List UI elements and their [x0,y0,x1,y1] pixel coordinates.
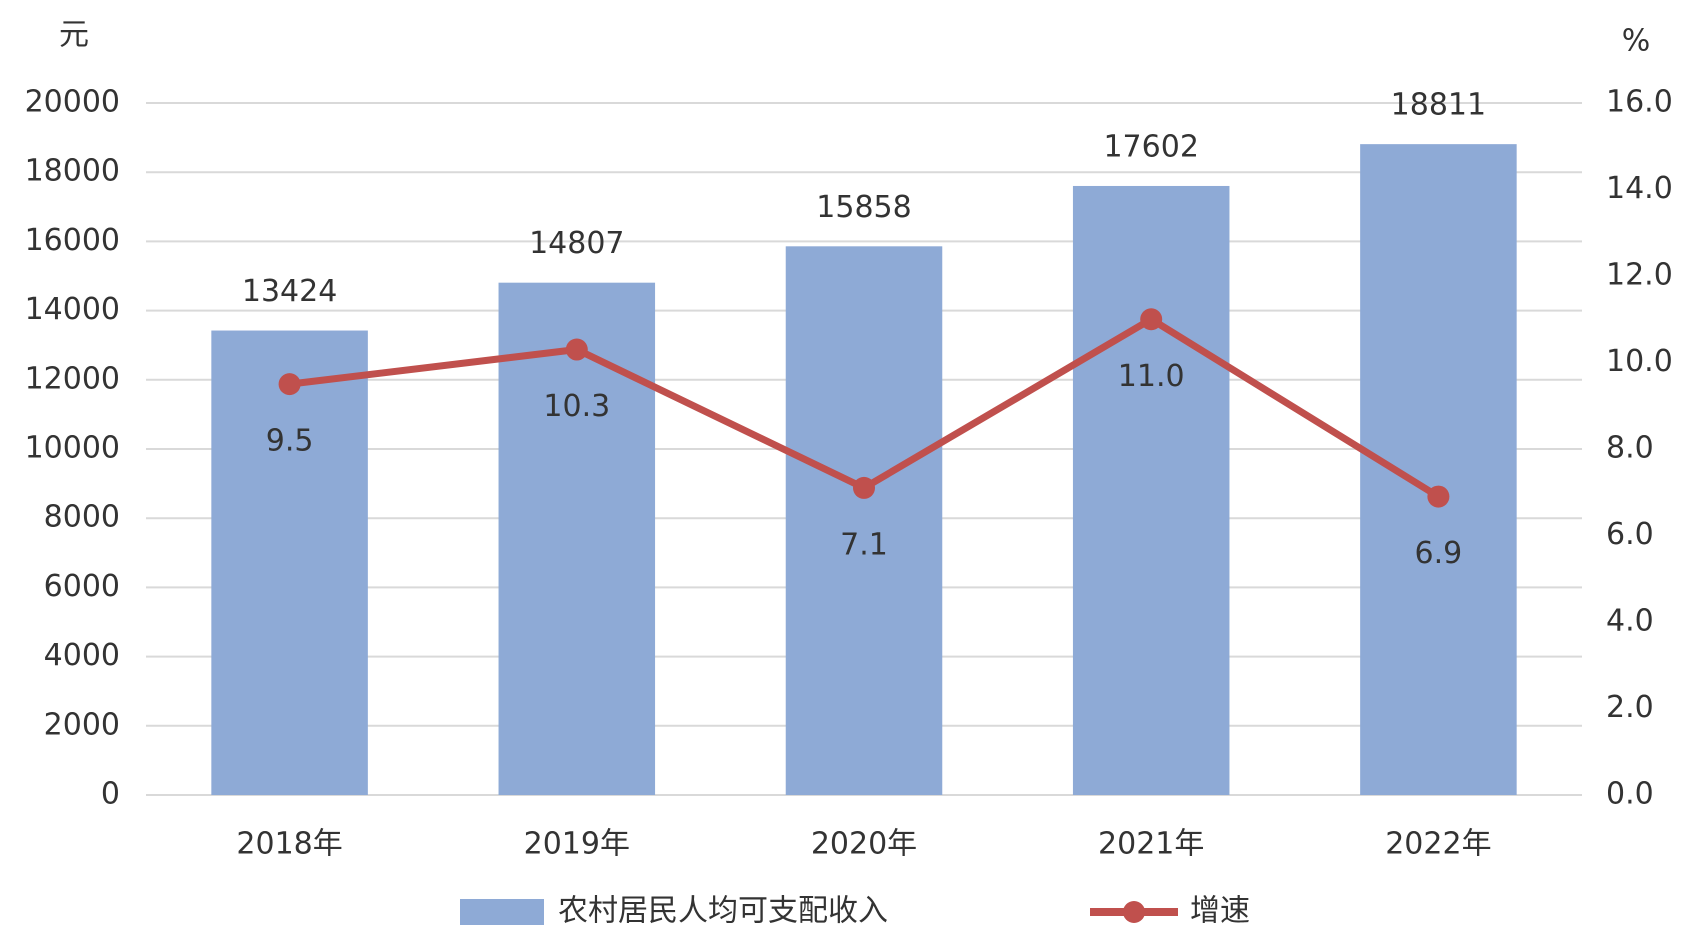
bar-value-label: 18811 [1391,88,1486,123]
y2-tick-label: 12.0 [1606,258,1673,293]
line-value-label: 6.9 [1415,536,1463,571]
y-tick-label: 2000 [44,707,120,742]
x-tick-label: 2020年 [811,827,917,862]
y-tick-label: 10000 [25,431,120,466]
bar-value-label: 17602 [1103,129,1198,164]
y-tick-label: 4000 [44,638,120,673]
line-marker [1427,485,1450,508]
x-tick-label: 2018年 [236,827,342,862]
y2-tick-label: 14.0 [1606,171,1673,206]
line-value-label: 9.5 [266,424,314,459]
line-value-label: 11.0 [1118,359,1185,394]
bar [1360,144,1517,795]
y2-tick-label: 8.0 [1606,431,1654,466]
legend-swatch [460,899,544,925]
line-value-label: 10.3 [543,389,610,424]
y2-tick-label: 4.0 [1606,604,1654,639]
bar [1072,185,1230,795]
y-tick-label: 20000 [25,85,120,120]
line-marker [565,338,588,361]
bar [498,282,656,795]
x-tick-label: 2022年 [1385,827,1491,862]
y-tick-label: 12000 [25,361,120,396]
x-tick-label: 2019年 [524,827,630,862]
y-axis-label: 元 [59,18,89,53]
y2-tick-label: 16.0 [1606,85,1673,120]
y2-tick-label: 0.0 [1606,777,1654,812]
y2-tick-label: 6.0 [1606,517,1654,552]
bar [211,330,368,795]
bar [785,246,943,795]
line-marker [853,476,875,499]
y-tick-label: 18000 [25,154,120,189]
bar-value-label: 15858 [816,190,911,225]
bar-value-label: 14807 [529,226,624,261]
y-tick-label: 16000 [25,223,120,258]
y2-tick-label: 10.0 [1606,344,1673,379]
line-marker [1140,308,1163,331]
y-tick-label: 8000 [44,500,120,535]
y-tick-label: 14000 [25,292,120,327]
y2-tick-label: 2.0 [1606,690,1654,725]
x-tick-label: 2021年 [1098,827,1204,862]
legend-label: 农村居民人均可支配收入 [558,894,888,929]
y-tick-label: 0 [101,777,120,812]
y-tick-label: 6000 [44,569,120,604]
legend-swatch [1123,901,1145,923]
legend-label: 增速 [1190,894,1250,929]
line-value-label: 7.1 [840,527,888,562]
line-marker [278,373,301,396]
y2-axis-label: % [1622,24,1651,59]
bar-value-label: 13424 [242,274,337,309]
